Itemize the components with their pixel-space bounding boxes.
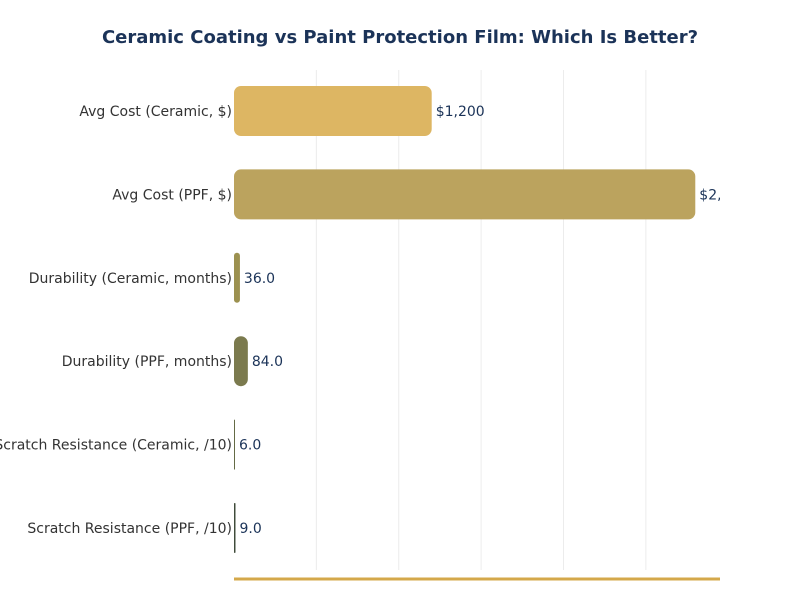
chart-title: Ceramic Coating vs Paint Protection Film… [102, 27, 698, 48]
bar [234, 169, 696, 220]
category-label: Avg Cost (Ceramic, $) [79, 104, 232, 120]
category-label: Avg Cost (PPF, $) [112, 187, 232, 203]
bar [234, 252, 240, 303]
category-label: Durability (Ceramic, months) [29, 271, 232, 287]
bar [234, 503, 236, 553]
bar [234, 336, 248, 387]
category-label: Durability (PPF, months) [62, 354, 232, 370]
value-label: 9.0 [239, 521, 261, 537]
value-label: $1,200 [436, 104, 485, 120]
value-labels: $1,200 $2,800 36.0 84.0 6.0 9.0 [239, 104, 748, 537]
value-label: 6.0 [239, 438, 261, 454]
value-label: $2,800 [699, 187, 748, 203]
value-label: 36.0 [244, 271, 275, 287]
bar [234, 86, 432, 136]
category-label: Scratch Resistance (Ceramic, /10) [0, 438, 232, 454]
value-label: 84.0 [252, 354, 283, 370]
category-labels: Avg Cost (Ceramic, $) Avg Cost (PPF, $) Du… [0, 104, 232, 537]
bars [234, 86, 696, 553]
bar [234, 419, 235, 470]
gridlines [315, 70, 647, 570]
category-label: Scratch Resistance (PPF, /10) [27, 521, 232, 537]
